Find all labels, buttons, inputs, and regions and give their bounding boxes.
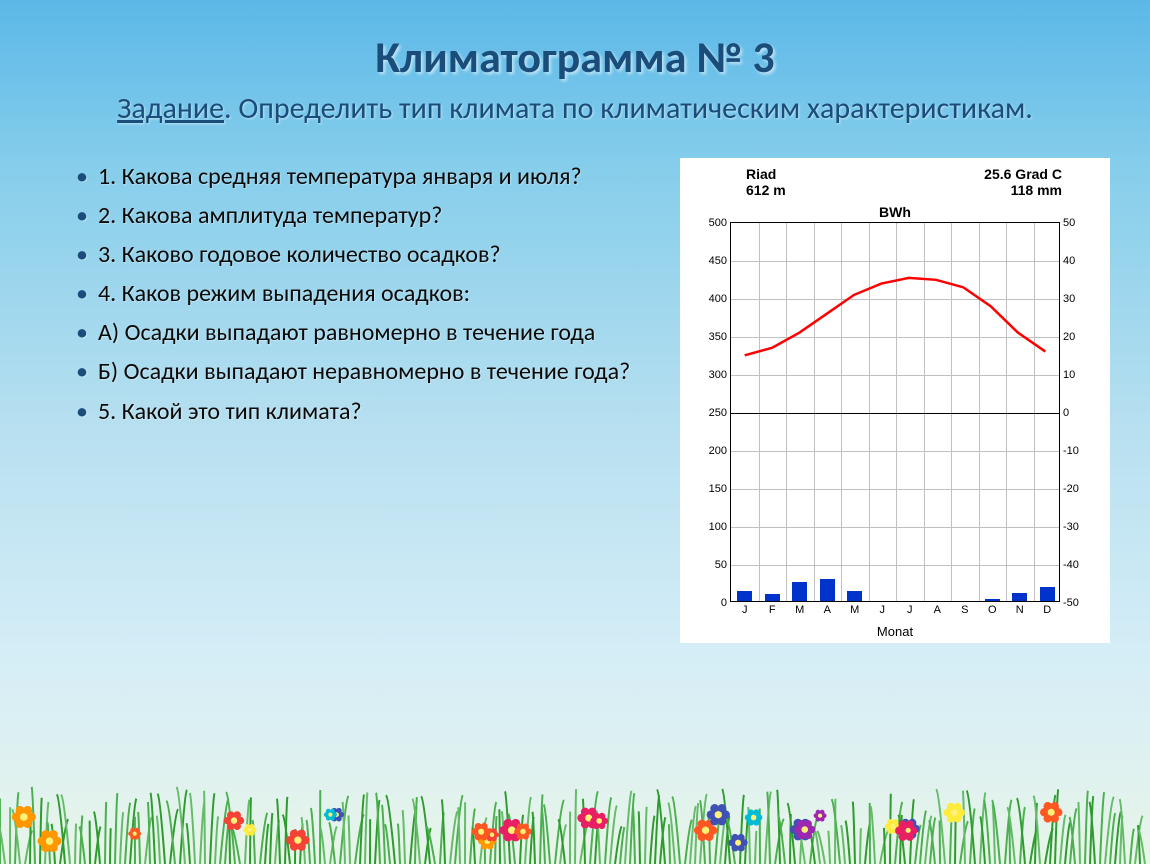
plot-wrap: Niederschlag [mm] Temperatur [Grad C] JF… — [730, 222, 1060, 602]
month-tick: J — [907, 601, 913, 616]
y-left-tick: 150 — [709, 483, 731, 495]
mean-temp: 25.6 Grad C — [984, 166, 1062, 182]
y-left-tick: 0 — [721, 597, 731, 609]
slide: Климатограмма № 3 Задание. Определить ти… — [0, 0, 1150, 864]
y-right-tick: 0 — [1059, 407, 1069, 419]
y-left-tick: 450 — [709, 255, 731, 267]
y-left-tick: 300 — [709, 369, 731, 381]
question-item: 4. Каков режим выпадения осадков: — [70, 275, 650, 312]
annual-precip: 118 mm — [984, 182, 1062, 198]
question-item: А) Осадки выпадают равномерно в течение … — [70, 314, 650, 351]
summary-block: 25.6 Grad C 118 mm — [984, 166, 1062, 198]
y-right-tick: -40 — [1059, 559, 1079, 571]
month-tick: F — [769, 601, 776, 616]
question-list: 1. Какова средняя температура января и и… — [40, 158, 650, 432]
y-right-tick: 20 — [1059, 331, 1075, 343]
y-right-tick: 10 — [1059, 369, 1075, 381]
question-item: 2. Какова амплитуда температур? — [70, 197, 650, 234]
y-right-tick: 30 — [1059, 293, 1075, 305]
y-left-tick: 250 — [709, 407, 731, 419]
subtitle-rest: . Определить тип климата по климатически… — [224, 90, 1033, 127]
y-left-tick: 400 — [709, 293, 731, 305]
month-tick: J — [742, 601, 748, 616]
station-block: Riad 612 m — [746, 166, 786, 198]
question-item: Б) Осадки выпадают неравномерно в течени… — [70, 353, 650, 390]
content-row: 1. Какова средняя температура января и и… — [40, 158, 1110, 643]
main-title: Климатограмма № 3 — [40, 30, 1110, 84]
y-right-tick: -50 — [1059, 597, 1079, 609]
month-tick: J — [880, 601, 886, 616]
plot-area: JFMAMJJASOND0501001502002503003504004505… — [730, 222, 1060, 602]
subtitle: Задание. Определить тип климата по клима… — [40, 90, 1110, 128]
y-right-tick: -10 — [1059, 445, 1079, 457]
y-left-tick: 200 — [709, 445, 731, 457]
question-item: 3. Каково годовое количество осадков? — [70, 236, 650, 273]
y-left-tick: 500 — [709, 217, 731, 229]
station-elev: 612 m — [746, 182, 786, 198]
subtitle-label: Задание — [117, 90, 224, 127]
question-item: 5. Какой это тип климата? — [70, 393, 650, 430]
month-tick: M — [850, 601, 859, 616]
climatogram-panel: Riad 612 m 25.6 Grad C 118 mm BWh Nieder… — [680, 158, 1110, 643]
grass-decoration — [0, 784, 1150, 864]
month-tick: N — [1016, 601, 1024, 616]
y-right-tick: -30 — [1059, 521, 1079, 533]
month-tick: D — [1043, 601, 1051, 616]
y-right-tick: 40 — [1059, 255, 1075, 267]
y-right-tick: 50 — [1059, 217, 1075, 229]
chart-header: Riad 612 m 25.6 Grad C 118 mm — [688, 166, 1102, 198]
y-left-tick: 50 — [715, 559, 731, 571]
month-tick: A — [934, 601, 941, 616]
month-tick: S — [961, 601, 968, 616]
question-item: 1. Какова средняя температура января и и… — [70, 158, 650, 195]
y-right-tick: -20 — [1059, 483, 1079, 495]
y-left-tick: 350 — [709, 331, 731, 343]
koppen-code: BWh — [688, 204, 1102, 220]
month-tick: A — [824, 601, 831, 616]
title-block: Климатограмма № 3 Задание. Определить ти… — [40, 30, 1110, 128]
temp-line — [731, 223, 1059, 601]
month-tick: M — [795, 601, 804, 616]
month-tick: O — [988, 601, 997, 616]
station-name: Riad — [746, 166, 786, 182]
y-left-tick: 100 — [709, 521, 731, 533]
x-title: Monat — [688, 624, 1102, 639]
